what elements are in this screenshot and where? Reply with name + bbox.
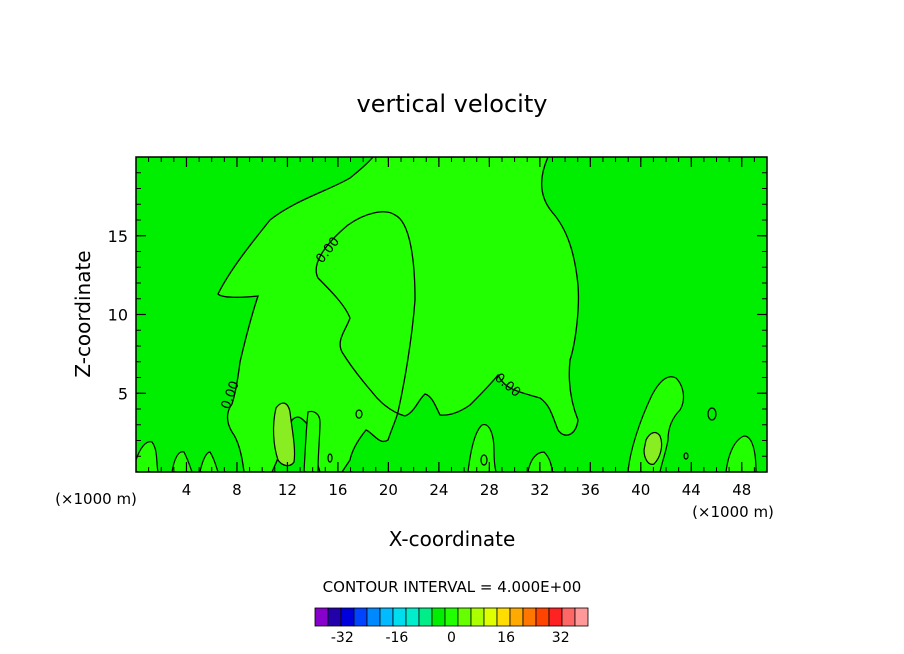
x-tick-label: 48 <box>732 481 751 499</box>
cell-x40 <box>627 376 685 472</box>
colorbar-swatch <box>444 607 459 627</box>
small-contour <box>480 454 488 466</box>
contour-interval: CONTOUR INTERVAL = 4.000E+00 <box>323 578 582 596</box>
y-axis: 5 10 15 <box>108 172 767 457</box>
colorbar-swatch <box>431 607 446 627</box>
strong-core-x40 <box>643 431 663 465</box>
colorbar-swatch <box>418 607 433 627</box>
y-axis-label: Z-coordinate <box>71 250 95 377</box>
updraft-region <box>217 157 580 472</box>
small-contour <box>355 409 363 419</box>
colorbar-swatch <box>548 607 563 627</box>
small-contour <box>707 407 717 421</box>
colorbar-swatch <box>574 607 589 627</box>
cell-x14 <box>303 410 321 472</box>
x-axis-label: X-coordinate <box>389 527 516 551</box>
colorbar-swatch <box>483 607 498 627</box>
contour-regions <box>136 157 757 472</box>
cell-x28 <box>467 424 497 472</box>
colorbar-ticks: -32 -16 0 16 32 <box>331 630 570 646</box>
x-unit-right: (×1000 m) <box>692 503 774 521</box>
x-tick-label: 36 <box>581 481 600 499</box>
colorbar-swatch <box>535 607 550 627</box>
colorbar-tick-label: -16 <box>385 630 408 646</box>
colorbar-swatch <box>405 607 420 627</box>
colorbar-tick-label: 0 <box>447 630 456 646</box>
y-tick-label: 15 <box>108 227 128 246</box>
colorbar-swatch <box>366 607 381 627</box>
chart-title: vertical velocity <box>357 90 548 118</box>
x-tick-label: 8 <box>232 481 242 499</box>
strong-core-x12 <box>272 402 296 467</box>
colorbar-swatch <box>457 607 472 627</box>
x-tick-label: 4 <box>182 481 192 499</box>
x-tick-label: 24 <box>429 481 448 499</box>
y-tick-label: 10 <box>108 306 128 325</box>
x-axis: 4 8 12 16 20 24 28 32 36 40 44 48 <box>148 157 755 499</box>
x-tick-label: 32 <box>530 481 549 499</box>
x-tick-label: 16 <box>328 481 347 499</box>
x-unit-left: (×1000 m) <box>55 490 137 508</box>
colorbar-swatch <box>561 607 576 627</box>
x-tick-label: 28 <box>480 481 499 499</box>
x-tick-label: 40 <box>631 481 650 499</box>
y-tick-label: 5 <box>118 384 128 403</box>
x-tick-label: 44 <box>682 481 701 499</box>
colorbar-swatch <box>470 607 485 627</box>
colorbar-swatch <box>327 607 342 627</box>
colorbar-swatch <box>496 607 511 627</box>
cell-x1 <box>136 441 159 472</box>
small-contour <box>327 453 333 463</box>
colorbar-swatch <box>522 607 537 627</box>
colorbar-tick-label: -32 <box>331 630 354 646</box>
colorbar-swatch <box>379 607 394 627</box>
colorbar-swatch <box>340 607 355 627</box>
colorbar-tick-label: 32 <box>552 630 570 646</box>
x-tick-label: 20 <box>379 481 398 499</box>
colorbar-swatch <box>353 607 368 627</box>
colorbar <box>314 607 589 627</box>
colorbar-tick-label: 16 <box>497 630 515 646</box>
cell-x48 <box>725 435 757 472</box>
cell-x6 <box>199 451 219 472</box>
colorbar-swatch <box>314 607 329 627</box>
small-contour <box>683 452 689 460</box>
colorbar-swatch <box>392 607 407 627</box>
x-tick-label: 12 <box>278 481 297 499</box>
colorbar-swatch <box>509 607 524 627</box>
